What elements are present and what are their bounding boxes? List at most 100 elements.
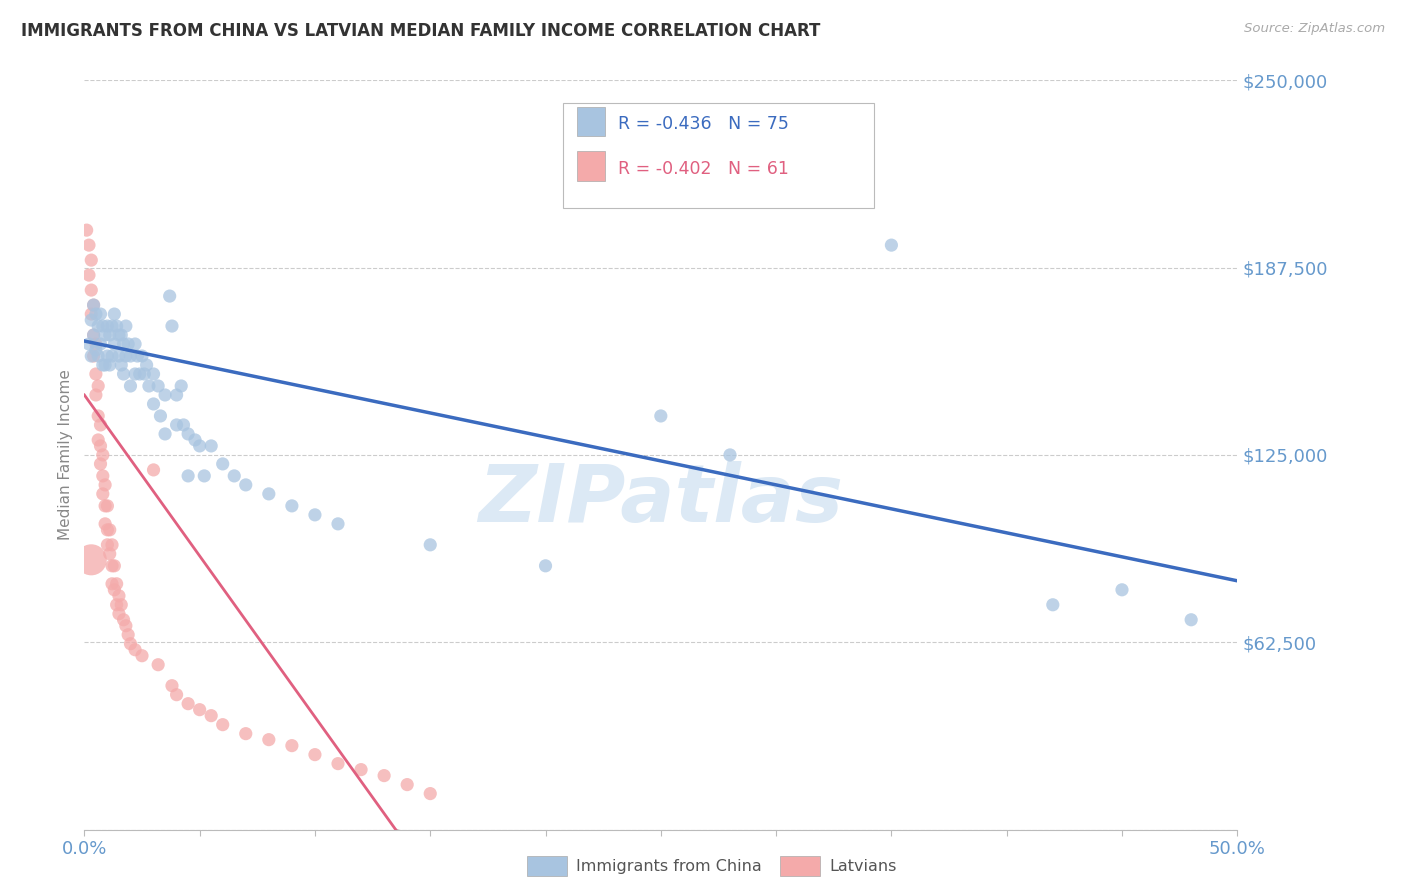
Point: [153, 388, 176, 402]
Text: Latvians: Latvians: [830, 859, 897, 873]
FancyBboxPatch shape: [576, 106, 606, 136]
Point: [96, 523, 118, 537]
Point: [80, 307, 103, 321]
Point: [173, 417, 195, 432]
Point: [134, 367, 156, 381]
Point: [89, 457, 111, 471]
Point: [87, 379, 110, 393]
Point: [84, 388, 107, 402]
Point: [101, 538, 124, 552]
Point: [193, 469, 215, 483]
Point: [96, 319, 118, 334]
Point: [101, 319, 124, 334]
Point: [94, 516, 117, 531]
Point: [77, 238, 100, 252]
Point: [108, 589, 131, 603]
Point: [117, 337, 139, 351]
Point: [326, 756, 349, 771]
Point: [87, 319, 110, 334]
Point: [160, 319, 183, 334]
Point: [115, 349, 138, 363]
Point: [96, 349, 118, 363]
Point: [77, 337, 100, 351]
Point: [149, 409, 172, 423]
Point: [84, 337, 107, 351]
Point: [177, 697, 200, 711]
Point: [83, 298, 105, 312]
Point: [103, 307, 125, 321]
Point: [131, 648, 153, 663]
Point: [880, 238, 903, 252]
Point: [80, 253, 103, 268]
Point: [76, 223, 98, 237]
Point: [124, 642, 146, 657]
Point: [142, 367, 165, 381]
Point: [112, 367, 135, 381]
Point: [281, 499, 304, 513]
Point: [117, 628, 139, 642]
Point: [84, 367, 107, 381]
Point: [200, 439, 222, 453]
Point: [103, 582, 125, 597]
Point: [87, 409, 110, 423]
Point: [87, 433, 110, 447]
Point: [160, 679, 183, 693]
Point: [84, 307, 107, 321]
Point: [142, 397, 165, 411]
Point: [115, 619, 138, 633]
Point: [235, 726, 257, 740]
Point: [184, 433, 207, 447]
Point: [304, 747, 326, 762]
Point: [127, 349, 149, 363]
Point: [83, 328, 105, 343]
Point: [89, 439, 111, 453]
Point: [159, 289, 181, 303]
Point: [105, 576, 128, 591]
Point: [115, 319, 138, 334]
Point: [146, 657, 169, 672]
Point: [94, 358, 117, 372]
Point: [396, 778, 419, 792]
Point: [110, 358, 132, 372]
Text: ZIPatlas: ZIPatlas: [478, 461, 844, 539]
Point: [91, 319, 114, 334]
Point: [200, 708, 222, 723]
Point: [98, 547, 121, 561]
Point: [1042, 598, 1064, 612]
Point: [419, 538, 441, 552]
Point: [80, 349, 103, 363]
Point: [80, 553, 103, 567]
Point: [103, 558, 125, 573]
Point: [419, 787, 441, 801]
Point: [110, 598, 132, 612]
Point: [281, 739, 304, 753]
Text: Immigrants from China: Immigrants from China: [576, 859, 762, 873]
Point: [650, 409, 672, 423]
Point: [110, 328, 132, 343]
Point: [103, 337, 125, 351]
Point: [94, 328, 117, 343]
Point: [135, 358, 157, 372]
Point: [166, 388, 188, 402]
Point: [188, 703, 211, 717]
Point: [138, 379, 160, 393]
Point: [83, 349, 105, 363]
Point: [91, 448, 114, 462]
Point: [91, 358, 114, 372]
Point: [101, 576, 124, 591]
Point: [131, 349, 153, 363]
Point: [124, 367, 146, 381]
Point: [153, 426, 176, 441]
FancyBboxPatch shape: [576, 152, 606, 181]
Point: [91, 469, 114, 483]
Point: [124, 337, 146, 351]
Point: [80, 283, 103, 297]
Point: [84, 343, 107, 357]
Point: [1180, 613, 1202, 627]
Point: [87, 349, 110, 363]
Point: [166, 417, 188, 432]
Point: [96, 538, 118, 552]
Text: R = -0.436   N = 75: R = -0.436 N = 75: [619, 115, 789, 133]
Point: [94, 478, 117, 492]
Point: [718, 448, 741, 462]
